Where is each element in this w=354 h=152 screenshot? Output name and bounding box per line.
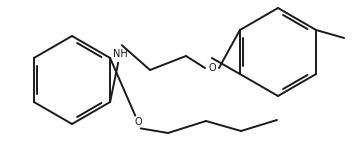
Text: O: O (208, 63, 216, 73)
Text: NH: NH (113, 49, 127, 59)
Text: O: O (134, 117, 142, 127)
